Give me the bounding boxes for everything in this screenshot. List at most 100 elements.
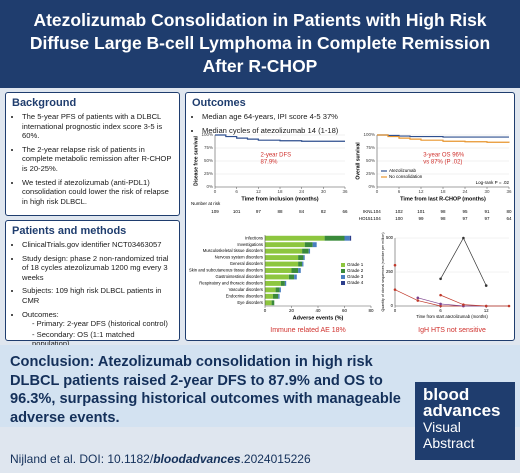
bar-segment — [265, 274, 289, 280]
bullet: Subjects: 109 high risk DLBCL patients i… — [22, 286, 173, 305]
annotation: IgH HTS not sensitive — [418, 327, 486, 334]
bar-segment — [302, 248, 309, 254]
bar-segment — [344, 235, 350, 241]
at-risk-value: 98 — [440, 216, 446, 221]
mrd-line — [440, 294, 509, 307]
ae-chart: Infections InvestigationsMusculoskeletal … — [189, 235, 374, 334]
x-tick-label: 36 — [342, 189, 348, 194]
x-tick-label: 18 — [277, 189, 283, 194]
y-tick-label: 100% — [363, 132, 375, 137]
at-risk-value: 97 — [484, 216, 490, 221]
x-tick-label: 0 — [394, 308, 397, 313]
category-label: Eye disorders — [237, 300, 263, 305]
bar-segment — [272, 293, 279, 299]
at-risk-name: HO151 — [359, 216, 374, 221]
bar-segment — [324, 235, 345, 241]
y-tick-label: 75% — [204, 145, 213, 150]
bullet: We tested if atezolizumab (anti-PDL1) co… — [22, 178, 173, 207]
bar-segment — [312, 242, 317, 248]
x-tick-label: 6 — [439, 308, 442, 313]
x-tick-label: 60 — [342, 308, 348, 313]
bar-segment — [280, 280, 285, 286]
bar-segment — [308, 248, 311, 254]
annotation: 87.9% — [261, 160, 279, 166]
x-tick-label: 0 — [376, 189, 379, 194]
at-risk-value: 97 — [462, 216, 468, 221]
y-tick-label: 250 — [386, 269, 394, 274]
y-tick-label: 50% — [366, 158, 375, 163]
bar-segment — [265, 235, 325, 241]
x-tick-label: 30 — [484, 189, 490, 194]
bullet: ClinicalTrials.gov identifier NCT0346305… — [22, 240, 173, 250]
annotation: 3-year OS 96% — [423, 153, 465, 159]
at-risk-value: 66 — [342, 209, 348, 214]
mrd-point — [416, 296, 420, 300]
bar-segment — [298, 255, 304, 261]
x-tick-label: 12 — [256, 189, 262, 194]
bar-segment — [288, 274, 295, 280]
category-label: Endocrine disorders — [226, 293, 263, 298]
x-tick-label: 18 — [440, 189, 446, 194]
legend-swatch — [341, 269, 345, 273]
bar-segment — [284, 280, 287, 286]
bar-segment — [349, 235, 352, 241]
at-risk-value: 97 — [256, 209, 262, 214]
footer-text: Nijland et al. DOI: 10.1182/ — [10, 452, 154, 466]
at-risk-value: 98 — [440, 209, 446, 214]
section-heading: Outcomes — [192, 97, 246, 109]
at-risk-value: 102 — [395, 209, 403, 214]
legend-swatch — [341, 275, 345, 279]
y-tick-label: 500 — [386, 235, 394, 240]
test-label: Log-rank P = .02 — [476, 180, 510, 185]
dfs-chart: 0% 25% 50% 75% 100% 0 6 12 18 24 30 36 Time from inc… — [191, 132, 348, 214]
category-label: Respiratory and thoracic disorders — [199, 281, 263, 286]
at-risk-value: 82 — [321, 209, 327, 214]
legend-swatch — [341, 281, 345, 285]
at-risk-value: 91 — [484, 209, 490, 214]
at-risk-value: 99 — [418, 216, 424, 221]
y-axis-label: Disease free survival — [193, 136, 199, 186]
x-tick-label: 6 — [235, 189, 238, 194]
legend-label: Grade 3 — [347, 274, 364, 279]
survival-curve — [377, 134, 510, 143]
bullet-list: Median age 64-years, IPI score 4-5 37% Me… — [192, 112, 508, 135]
bar-segment — [271, 300, 275, 306]
x-axis-label: Time from last R-CHOP (months) — [400, 196, 486, 202]
bar-segment — [265, 300, 272, 306]
category-label: Gastrointestinal disorders — [216, 274, 263, 279]
x-tick-label: 36 — [506, 189, 512, 194]
logo-text: advances — [423, 401, 501, 420]
bar-segment — [265, 280, 281, 286]
footer: Nijland et al. DOI: 10.1182/bloodadvance… — [10, 452, 311, 466]
at-risk-value: 101 — [417, 209, 425, 214]
x-tick-label: 0 — [214, 189, 217, 194]
y-tick-label: 0% — [206, 184, 213, 189]
bullet: Median age 64-years, IPI score 4-5 37% — [202, 112, 508, 122]
x-tick-label: 20 — [289, 308, 295, 313]
at-risk-value: 100 — [395, 216, 403, 221]
mrd-point — [439, 277, 442, 281]
x-axis-label: Time from inclusion (months) — [241, 196, 318, 202]
y-tick-label: 50% — [204, 158, 213, 163]
y-tick-label: 0 — [391, 303, 394, 308]
bar-segment — [265, 248, 303, 254]
x-tick-label: 24 — [462, 189, 468, 194]
category-label: Vascular disorders — [229, 287, 263, 292]
os-chart: 0% 25% 50% 75% 100% 0 6 12 18 24 30 36 Time from las… — [355, 132, 512, 221]
bar-segment — [265, 242, 305, 248]
bullet: The 5-year PFS of patients with a DLBCL … — [22, 112, 173, 141]
category-label: Skin and subcutaneous tissue disorders — [189, 268, 263, 273]
x-tick-label: 30 — [321, 189, 327, 194]
bar-segment — [302, 261, 304, 267]
y-tick-label: 75% — [366, 145, 375, 150]
at-risk-value: 104 — [373, 216, 381, 221]
bar-segment — [265, 255, 299, 261]
bar-segment — [303, 255, 305, 261]
bar-segment — [265, 268, 292, 273]
journal-logo: blood advances Visual Abstract — [415, 382, 515, 460]
mrd-line — [417, 297, 487, 307]
sub-bullet: - Primary: 2-year DFS (historical contro… — [32, 319, 168, 329]
x-tick-label: 12 — [418, 189, 424, 194]
